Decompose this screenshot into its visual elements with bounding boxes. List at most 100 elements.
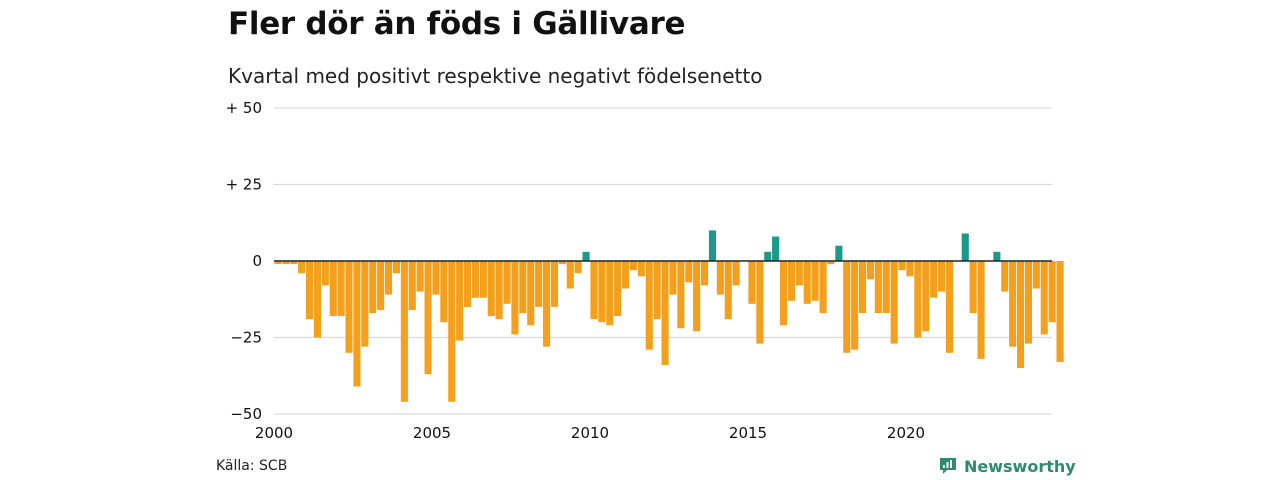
- brand: Newsworthy: [938, 456, 1076, 476]
- bar: [851, 261, 859, 350]
- bar: [329, 261, 337, 317]
- bar: [732, 261, 740, 286]
- bar: [274, 261, 282, 265]
- bar: [780, 261, 788, 326]
- bar: [471, 261, 479, 298]
- bar: [558, 261, 566, 265]
- y-tick-label: −50: [230, 405, 262, 423]
- bar: [843, 261, 851, 353]
- bar: [701, 261, 709, 286]
- bar: [464, 261, 472, 307]
- bar: [637, 261, 645, 277]
- bar: [629, 261, 637, 271]
- bar: [456, 261, 464, 341]
- bar: [606, 261, 614, 326]
- bars: [274, 230, 1064, 402]
- bar: [574, 261, 582, 274]
- newsworthy-logo-icon: [940, 458, 956, 474]
- bar: [661, 261, 669, 366]
- bar: [622, 261, 630, 289]
- bar: [519, 261, 527, 314]
- bar: [527, 261, 535, 326]
- bar: [353, 261, 361, 387]
- bar: [582, 251, 590, 261]
- y-tick-label: 0: [252, 252, 262, 270]
- bar: [416, 261, 424, 292]
- bar: [543, 261, 551, 347]
- x-tick-label: 2015: [729, 424, 767, 442]
- bar: [922, 261, 930, 332]
- bar: [716, 261, 724, 295]
- bar: [345, 261, 353, 353]
- bar: [677, 261, 685, 329]
- bar: [787, 261, 795, 301]
- bar: [448, 261, 456, 402]
- bar: [566, 261, 574, 289]
- bar: [487, 261, 495, 317]
- bar: [392, 261, 400, 274]
- bar: [1040, 261, 1048, 335]
- bar: [819, 261, 827, 314]
- bar: [795, 261, 803, 286]
- bar: [772, 236, 780, 261]
- bar: [400, 261, 408, 402]
- bar: [977, 261, 985, 359]
- bar: [938, 261, 946, 292]
- bar: [645, 261, 653, 350]
- bar: [298, 261, 306, 274]
- bar: [748, 261, 756, 304]
- bar: [377, 261, 385, 310]
- bar: [827, 261, 835, 265]
- bar: [479, 261, 487, 298]
- bar: [369, 261, 377, 314]
- bar: [669, 261, 677, 295]
- bar: [408, 261, 416, 310]
- bar: [1017, 261, 1025, 369]
- x-tick-label: 2005: [413, 424, 451, 442]
- x-tick-label: 2000: [255, 424, 293, 442]
- bar: [961, 233, 969, 261]
- bar: [693, 261, 701, 332]
- bar: [993, 251, 1001, 261]
- chart-subtitle: Kvartal med positivt respektive negativt…: [228, 64, 763, 88]
- bar: [874, 261, 882, 314]
- bar: [969, 261, 977, 314]
- bar: [1032, 261, 1040, 289]
- bar: [313, 261, 321, 338]
- bar: [708, 230, 716, 261]
- x-tick-label: 2020: [887, 424, 925, 442]
- bar: [1001, 261, 1009, 292]
- bar: [337, 261, 345, 317]
- bar: [535, 261, 543, 307]
- bar: [306, 261, 314, 320]
- bar: [321, 261, 329, 286]
- y-tick-label: −25: [230, 329, 262, 347]
- bar: [424, 261, 432, 375]
- source-note: Källa: SCB: [216, 458, 288, 474]
- bar: [724, 261, 732, 320]
- bar: [685, 261, 693, 283]
- x-tick-label: 2010: [571, 424, 609, 442]
- chart-title: Fler dör än föds i Gällivare: [228, 6, 686, 42]
- bar: [1048, 261, 1056, 323]
- bar: [432, 261, 440, 295]
- bar: [764, 251, 772, 261]
- bar: [890, 261, 898, 344]
- bar: [1009, 261, 1017, 347]
- bar: [653, 261, 661, 320]
- bar: [882, 261, 890, 314]
- bar: [511, 261, 519, 335]
- bar: [803, 261, 811, 304]
- bar: [1024, 261, 1032, 344]
- bar: [930, 261, 938, 298]
- bar: [385, 261, 393, 295]
- brand-name: Newsworthy: [964, 456, 1076, 476]
- bar: [495, 261, 503, 320]
- bar: [550, 261, 558, 307]
- bar: [598, 261, 606, 323]
- bar: [914, 261, 922, 338]
- bar: [866, 261, 874, 280]
- bar: [898, 261, 906, 271]
- bar: [945, 261, 953, 353]
